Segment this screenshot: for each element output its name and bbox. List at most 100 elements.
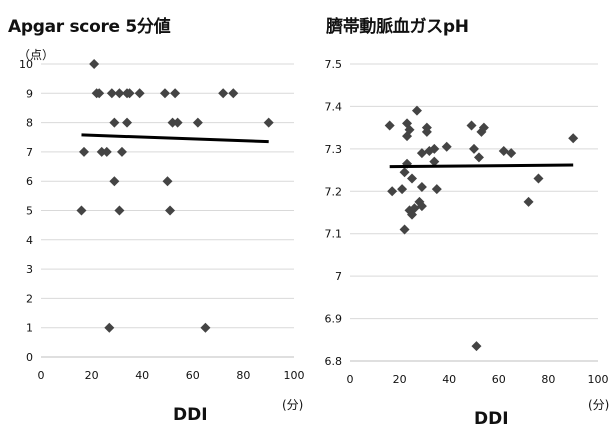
data-point [402, 131, 413, 142]
data-point [568, 133, 579, 144]
data-point [79, 146, 90, 157]
data-point [399, 167, 410, 178]
x-tick-label: 0 [38, 369, 45, 382]
y-tick-label: 0 [26, 351, 33, 364]
x-tick-label: 100 [284, 369, 305, 382]
data-point [523, 196, 534, 207]
x-unit-label: (分) [588, 398, 610, 412]
x-tick-label: 80 [236, 369, 250, 382]
data-point [416, 148, 427, 159]
data-point [263, 117, 274, 128]
data-point [76, 205, 87, 216]
data-point [218, 88, 229, 99]
data-point [106, 88, 117, 99]
data-point [429, 156, 440, 167]
x-tick-label: 20 [393, 373, 407, 386]
data-point [109, 176, 120, 187]
apgar-chart: Apgar score 5分値 （点） 0 1 2 3 4 5 6 7 8 9 10 0 20 40 60 8… [0, 0, 305, 432]
data-point [165, 205, 176, 216]
x-tick-label: 0 [347, 373, 354, 386]
x-axis-label: DDI [173, 405, 208, 425]
y-tick-label: 7.2 [325, 185, 343, 198]
y-tick-label: 7.5 [325, 58, 343, 71]
x-axis-label: DDI [474, 409, 509, 429]
y-tick-label: 1 [26, 322, 33, 335]
data-point [89, 59, 100, 69]
chart-title: 臍帯動脈血ガスpH [326, 17, 469, 37]
y-tick-label: 6.9 [325, 313, 343, 326]
y-tick-label: 7 [26, 146, 33, 159]
ph-chart: 臍帯動脈血ガスpH 6.8 6.9 7 7.1 7.2 7.3 7.4 7.5 0 20 40 60 8… [300, 0, 613, 432]
data-point [170, 88, 181, 99]
data-point [122, 117, 133, 128]
data-point [134, 88, 145, 99]
data-point [387, 186, 398, 197]
data-point [431, 184, 442, 195]
data-point [124, 88, 135, 99]
data-point [162, 176, 173, 187]
y-tick-label: 3 [26, 263, 33, 276]
y-tick-label: 9 [26, 87, 33, 100]
data-point [228, 88, 239, 99]
x-tick-label: 40 [135, 369, 149, 382]
data-point [384, 120, 395, 131]
data-point [469, 143, 479, 154]
data-point [114, 88, 125, 99]
data-point [407, 173, 417, 184]
data-point [402, 118, 413, 129]
y-tick-label: 7 [335, 270, 342, 283]
data-point [94, 88, 105, 99]
chart-title: Apgar score 5分値 [8, 17, 171, 37]
data-point [416, 201, 427, 212]
data-point [466, 120, 477, 131]
x-tick-label: 40 [442, 373, 456, 386]
data-point [109, 117, 120, 128]
data-point [506, 148, 517, 159]
x-tick-label: 60 [186, 369, 200, 382]
data-point [96, 146, 107, 157]
data-point [172, 117, 183, 128]
x-tick-label: 100 [588, 373, 609, 386]
data-point [533, 173, 544, 184]
data-point [192, 117, 203, 128]
data-point [104, 322, 115, 333]
x-tick-label: 60 [492, 373, 506, 386]
y-tick-label: 2 [26, 292, 33, 305]
trend-line [81, 133, 269, 144]
x-unit-label: (分) [282, 398, 304, 412]
data-point [471, 341, 482, 352]
y-tick-label: 6.8 [325, 355, 343, 368]
data-point [114, 205, 125, 216]
y-tick-label: 4 [26, 234, 33, 247]
y-unit-label: （点） [18, 48, 55, 62]
data-point [498, 145, 509, 156]
y-tick-label: 7.3 [325, 143, 343, 156]
data-point [399, 224, 410, 235]
trend-line [389, 163, 574, 169]
data-point [429, 143, 440, 154]
data-point [409, 203, 420, 214]
data-point [441, 141, 452, 152]
data-point [167, 117, 178, 128]
y-tick-label: 10 [19, 58, 33, 71]
data-point [404, 124, 415, 135]
data-point [473, 152, 484, 163]
data-point [159, 88, 170, 99]
y-tick-label: 8 [26, 117, 33, 130]
data-point [200, 322, 211, 333]
ph-plot: 6.8 6.9 7 7.1 7.2 7.3 7.4 7.5 0 20 40 60 80 100 [325, 58, 609, 386]
data-point [101, 146, 112, 157]
data-point [116, 146, 127, 157]
y-tick-label: 7.1 [325, 228, 343, 241]
data-point [411, 105, 422, 116]
y-tick-label: 7.4 [325, 100, 343, 113]
x-tick-label: 80 [541, 373, 555, 386]
data-point [478, 122, 489, 133]
y-tick-label: 5 [26, 205, 33, 218]
data-point [397, 184, 408, 195]
y-tick-label: 6 [26, 175, 33, 188]
data-point [416, 182, 427, 193]
x-tick-label: 20 [85, 369, 99, 382]
data-point [421, 126, 432, 137]
